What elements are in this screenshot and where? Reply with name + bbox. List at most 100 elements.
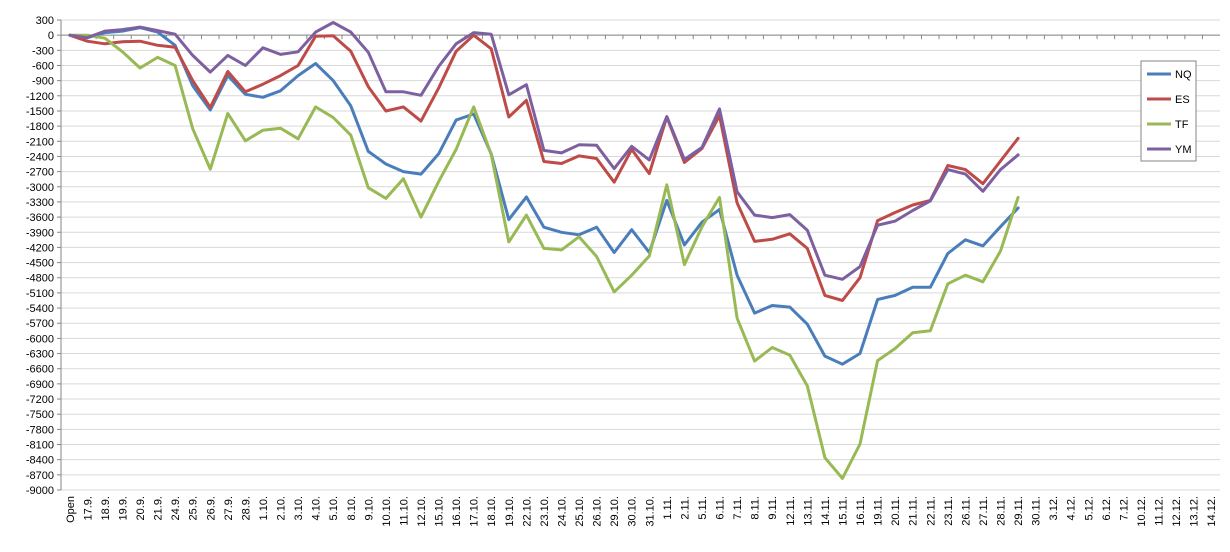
- x-tick-label: 24.9.: [170, 496, 182, 520]
- x-tick-label: 29.11.: [1013, 496, 1025, 526]
- x-tick-label: 21.9.: [153, 496, 165, 520]
- x-tick-label: 24.10.: [556, 496, 568, 527]
- y-tick-label: -6600: [26, 364, 54, 376]
- y-tick-label: -3000: [26, 182, 54, 194]
- x-tick-label: 3.12.: [1048, 496, 1060, 520]
- x-tick-label: 30.11.: [1031, 496, 1043, 526]
- x-tick-label: 10.10.: [381, 496, 393, 527]
- x-tick-label: 4.12.: [1066, 496, 1078, 520]
- x-tick-label: 6.12.: [1101, 496, 1113, 520]
- x-tick-label: 9.11.: [767, 496, 779, 520]
- x-tick-label: 27.11.: [978, 496, 990, 526]
- y-tick-label: -8100: [26, 440, 54, 452]
- y-tick-label: -2700: [26, 167, 54, 179]
- y-tick-label: -6000: [26, 333, 54, 345]
- legend-label: NQ: [1175, 69, 1192, 81]
- series-line-es: [68, 33, 1020, 302]
- y-tick-label: -5100: [26, 288, 54, 300]
- x-tick-label: 23.11.: [943, 496, 955, 526]
- y-tick-label: -4800: [26, 273, 54, 285]
- x-tick-label: 7.12.: [1118, 496, 1130, 520]
- x-tick-label: 11.10.: [398, 496, 410, 526]
- legend-label: TF: [1175, 119, 1189, 131]
- y-tick-label: -4200: [26, 242, 54, 254]
- y-tick-label: -600: [32, 60, 54, 72]
- x-tick-label: 20.11.: [890, 496, 902, 526]
- x-tick-label: 7.11.: [732, 496, 744, 520]
- x-tick-label: 25.10.: [574, 496, 586, 527]
- x-tick-label: 29.10.: [609, 496, 621, 527]
- x-tick-label: 12.11.: [785, 496, 797, 526]
- y-tick-label: -8400: [26, 455, 54, 467]
- x-tick-label: 16.11.: [855, 496, 867, 526]
- y-tick-label: -2100: [26, 136, 54, 148]
- y-tick-label: -1500: [26, 106, 54, 118]
- x-tick-label: 22.10.: [521, 496, 533, 527]
- y-tick-label: -1200: [26, 91, 54, 103]
- x-tick-label: 14.12.: [1206, 496, 1218, 527]
- x-tick-label: 3.10.: [293, 496, 305, 520]
- x-tick-label: 15.11.: [837, 496, 849, 526]
- y-tick-label: -6900: [26, 379, 54, 391]
- x-tick-label: 15.10.: [434, 496, 446, 527]
- x-tick-label: 17.10.: [469, 496, 481, 527]
- x-tick-label: 21.11.: [908, 496, 920, 526]
- y-tick-label: -7800: [26, 424, 54, 436]
- x-tick-label: 22.11.: [925, 496, 937, 526]
- x-tick-label: 26.11.: [960, 496, 972, 526]
- x-tick-label: 5.12.: [1083, 496, 1095, 520]
- y-tick-label: -5700: [26, 318, 54, 330]
- series-line-tf: [68, 33, 1020, 480]
- x-tick-label: 19.11.: [873, 496, 885, 526]
- x-tick-label: 4.10.: [311, 496, 323, 520]
- x-tick-label: 31.10.: [644, 496, 656, 527]
- y-tick-label: -7500: [26, 409, 54, 421]
- x-tick-label: 26.9.: [205, 496, 217, 520]
- y-tick-label: -3300: [26, 197, 54, 209]
- y-tick-label: 300: [36, 15, 54, 27]
- x-tick-label: 23.10.: [539, 496, 551, 527]
- x-tick-label: 28.11.: [995, 496, 1007, 526]
- x-tick-label: 5.11.: [697, 496, 709, 520]
- y-tick-label: 0: [48, 30, 54, 42]
- x-tick-label: 28.9.: [240, 496, 252, 520]
- x-tick-label: 30.10.: [627, 496, 639, 527]
- x-tick-label: 25.9.: [188, 496, 200, 520]
- x-tick-label: 14.11.: [820, 496, 832, 526]
- x-tick-label: 1.10.: [258, 496, 270, 520]
- y-tick-label: -900: [32, 76, 54, 88]
- x-tick-label: 18.9.: [100, 496, 112, 520]
- y-tick-label: -300: [32, 45, 54, 57]
- x-tick-label: 18.10.: [486, 496, 498, 527]
- x-tick-label: 16.10.: [451, 496, 463, 527]
- y-tick-label: -2400: [26, 151, 54, 163]
- x-tick-label: 12.12.: [1171, 496, 1183, 527]
- x-tick-label: 19.10.: [504, 496, 516, 527]
- x-tick-label: Open: [65, 496, 77, 523]
- x-tick-label: 1.11.: [662, 496, 674, 520]
- y-tick-label: -9000: [26, 485, 54, 497]
- legend-label: YM: [1175, 144, 1192, 156]
- y-tick-label: -3900: [26, 227, 54, 239]
- y-tick-label: -1800: [26, 121, 54, 133]
- legend-label: ES: [1175, 94, 1190, 106]
- x-tick-label: 27.9.: [223, 496, 235, 520]
- y-tick-label: -7200: [26, 394, 54, 406]
- x-tick-label: 17.9.: [82, 496, 94, 520]
- x-tick-label: 10.12.: [1136, 496, 1148, 527]
- x-tick-label: 26.10.: [592, 496, 604, 527]
- x-tick-label: 6.11.: [715, 496, 727, 520]
- x-tick-label: 19.9.: [117, 496, 129, 520]
- x-tick-label: 13.12.: [1189, 496, 1201, 527]
- series-line-nq: [68, 26, 1020, 366]
- x-tick-label: 2.11.: [679, 496, 691, 520]
- x-tick-label: 8.10.: [346, 496, 358, 520]
- x-tick-label: 20.9.: [135, 496, 147, 520]
- x-tick-label: 12.10.: [416, 496, 428, 527]
- y-tick-label: -6300: [26, 349, 54, 361]
- x-tick-label: 9.10.: [363, 496, 375, 520]
- x-tick-label: 13.11.: [802, 496, 814, 526]
- series-line-ym: [68, 21, 1020, 281]
